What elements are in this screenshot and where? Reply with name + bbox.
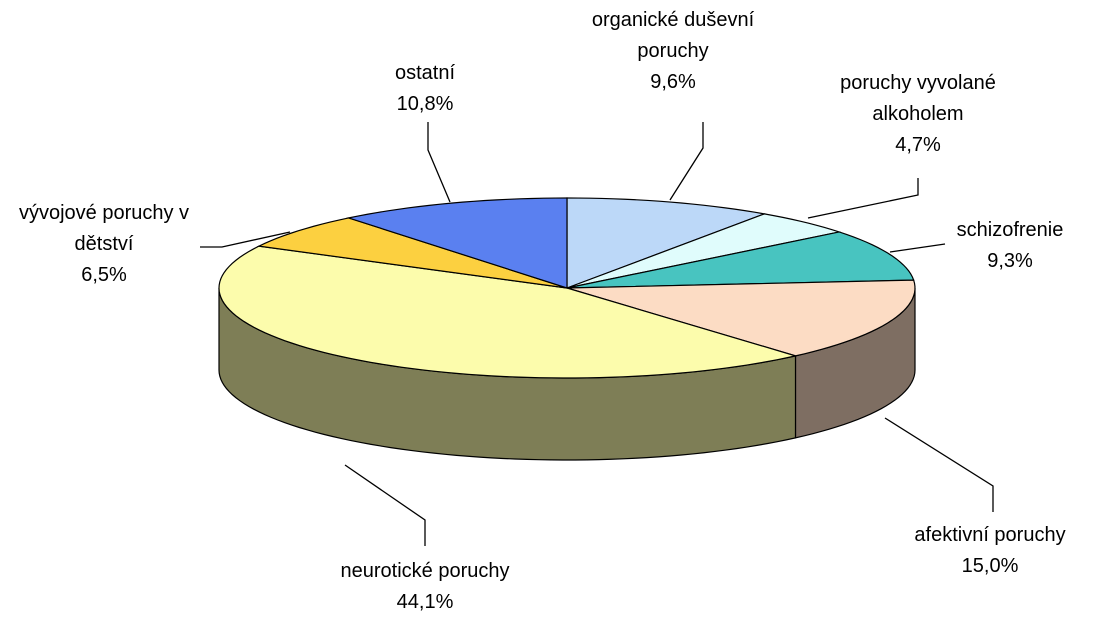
category-label: poruchy vyvolané alkoholem — [840, 72, 996, 125]
slice-label: organické duševní poruchy 9,6% — [583, 5, 763, 98]
slice — [346, 197, 568, 289]
value-label: 4,7% — [895, 134, 941, 156]
value-label: 44,1% — [396, 591, 454, 613]
leader-line — [669, 122, 704, 201]
value-label: 10,8% — [396, 93, 454, 115]
slice — [566, 231, 915, 289]
category-label: ostatní — [394, 62, 456, 84]
slice-label: neurotické poruchy 44,1% — [315, 556, 535, 618]
slice — [218, 245, 796, 379]
leader-line — [427, 122, 451, 203]
leader-line — [344, 464, 426, 546]
slice-label: vývojové poruchy v dětství 6,5% — [4, 198, 204, 291]
slice-label: afektivní poruchy 15,0% — [890, 520, 1090, 582]
category-label: organické duševní poruchy — [591, 9, 755, 62]
leader-line — [200, 231, 291, 248]
leader-line — [807, 178, 919, 219]
slice-label: schizofrenie 9,3% — [940, 215, 1080, 277]
value-label: 9,6% — [650, 71, 696, 93]
category-label: schizofrenie — [956, 219, 1064, 241]
slice-label: poruchy vyvolané alkoholem 4,7% — [823, 68, 1013, 161]
value-label: 15,0% — [961, 555, 1019, 577]
slice — [566, 279, 916, 357]
category-label: afektivní poruchy — [914, 524, 1066, 546]
leader-line — [884, 417, 994, 512]
value-label: 9,3% — [987, 250, 1033, 272]
category-label: vývojové poruchy v dětství — [18, 202, 190, 255]
value-label: 6,5% — [81, 264, 127, 286]
leader-line — [889, 243, 946, 253]
slice-label: ostatní 10,8% — [365, 58, 485, 120]
slice — [566, 213, 842, 289]
category-label: neurotické poruchy — [340, 560, 510, 582]
slice — [256, 217, 568, 289]
slice — [566, 197, 767, 289]
